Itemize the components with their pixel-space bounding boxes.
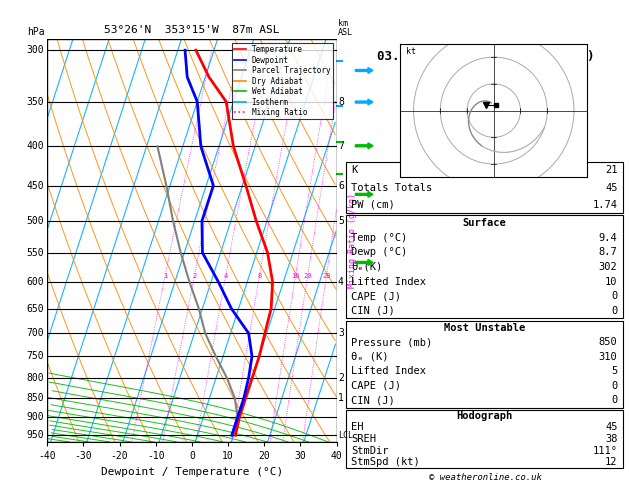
Text: 310: 310 — [599, 352, 618, 362]
Text: CIN (J): CIN (J) — [352, 396, 395, 405]
Text: 600: 600 — [26, 277, 44, 287]
Text: 1: 1 — [338, 393, 344, 403]
Legend: Temperature, Dewpoint, Parcel Trajectory, Dry Adiabat, Wet Adiabat, Isotherm, Mi: Temperature, Dewpoint, Parcel Trajectory… — [232, 43, 333, 120]
Text: PW (cm): PW (cm) — [352, 200, 395, 209]
Text: 750: 750 — [26, 351, 44, 361]
Text: hPa: hPa — [26, 27, 44, 37]
Text: 7: 7 — [338, 141, 344, 151]
Text: 5: 5 — [611, 366, 618, 377]
Text: LCL: LCL — [338, 431, 353, 440]
Text: 38: 38 — [605, 434, 618, 444]
Text: 28: 28 — [322, 273, 331, 279]
Text: Temp (°C): Temp (°C) — [352, 232, 408, 243]
Text: 45: 45 — [605, 183, 618, 192]
Text: kt: kt — [406, 48, 416, 56]
Text: SREH: SREH — [352, 434, 376, 444]
Text: θₑ (K): θₑ (K) — [352, 352, 389, 362]
Text: CIN (J): CIN (J) — [352, 306, 395, 316]
Text: 0: 0 — [611, 381, 618, 391]
Text: 03.05.2024  00GMT  (Base: 00): 03.05.2024 00GMT (Base: 00) — [377, 50, 594, 63]
Text: 2: 2 — [338, 373, 344, 383]
Text: StmDir: StmDir — [352, 446, 389, 456]
Text: 8: 8 — [338, 97, 344, 107]
Text: 550: 550 — [26, 248, 44, 258]
Text: 850: 850 — [26, 393, 44, 403]
Text: 400: 400 — [26, 141, 44, 151]
Text: 6: 6 — [338, 181, 344, 191]
Text: 111°: 111° — [593, 446, 618, 456]
Text: 500: 500 — [26, 216, 44, 226]
Text: 700: 700 — [26, 328, 44, 338]
Text: 1: 1 — [163, 273, 167, 279]
Bar — [346, 410, 623, 468]
Text: Surface: Surface — [462, 218, 506, 228]
Text: 12: 12 — [605, 457, 618, 468]
Text: 10: 10 — [605, 277, 618, 287]
Text: 5: 5 — [338, 216, 344, 226]
Text: 0: 0 — [611, 306, 618, 316]
Text: 1.74: 1.74 — [593, 200, 618, 209]
Text: 4: 4 — [338, 277, 344, 287]
Text: 45: 45 — [605, 422, 618, 433]
Text: 3: 3 — [338, 328, 344, 338]
Bar — [346, 321, 623, 408]
Text: 850: 850 — [599, 337, 618, 347]
Text: 950: 950 — [26, 430, 44, 440]
Text: © weatheronline.co.uk: © weatheronline.co.uk — [430, 472, 542, 482]
Title: 53°26'N  353°15'W  87m ASL: 53°26'N 353°15'W 87m ASL — [104, 25, 280, 35]
Text: 4: 4 — [223, 273, 228, 279]
Text: 8: 8 — [257, 273, 262, 279]
Text: Lifted Index: Lifted Index — [352, 366, 426, 377]
Text: 0: 0 — [611, 291, 618, 301]
Text: 900: 900 — [26, 412, 44, 422]
Text: θₑ(K): θₑ(K) — [352, 262, 382, 272]
Text: 450: 450 — [26, 181, 44, 191]
Text: 800: 800 — [26, 373, 44, 383]
Text: 350: 350 — [26, 97, 44, 107]
Text: 20: 20 — [303, 273, 312, 279]
Text: Mixing Ratio (g/kg): Mixing Ratio (g/kg) — [348, 193, 357, 288]
Text: Pressure (mb): Pressure (mb) — [352, 337, 433, 347]
Text: Dewp (°C): Dewp (°C) — [352, 247, 408, 257]
Text: Hodograph: Hodograph — [457, 411, 513, 421]
Text: 16: 16 — [291, 273, 300, 279]
Text: 21: 21 — [605, 165, 618, 175]
Text: Totals Totals: Totals Totals — [352, 183, 433, 192]
Bar — [346, 215, 623, 318]
Text: CAPE (J): CAPE (J) — [352, 381, 401, 391]
Text: 300: 300 — [26, 45, 44, 55]
Text: 0: 0 — [611, 396, 618, 405]
Text: km
ASL: km ASL — [338, 19, 353, 37]
Text: K: K — [352, 165, 358, 175]
Text: 302: 302 — [599, 262, 618, 272]
X-axis label: Dewpoint / Temperature (°C): Dewpoint / Temperature (°C) — [101, 467, 283, 477]
Text: 650: 650 — [26, 304, 44, 313]
Text: CAPE (J): CAPE (J) — [352, 291, 401, 301]
Text: Most Unstable: Most Unstable — [444, 323, 525, 333]
Bar — [346, 162, 623, 213]
Text: StmSpd (kt): StmSpd (kt) — [352, 457, 420, 468]
Text: 2: 2 — [192, 273, 196, 279]
Text: 8.7: 8.7 — [599, 247, 618, 257]
Text: Lifted Index: Lifted Index — [352, 277, 426, 287]
Text: 9.4: 9.4 — [599, 232, 618, 243]
Text: EH: EH — [352, 422, 364, 433]
